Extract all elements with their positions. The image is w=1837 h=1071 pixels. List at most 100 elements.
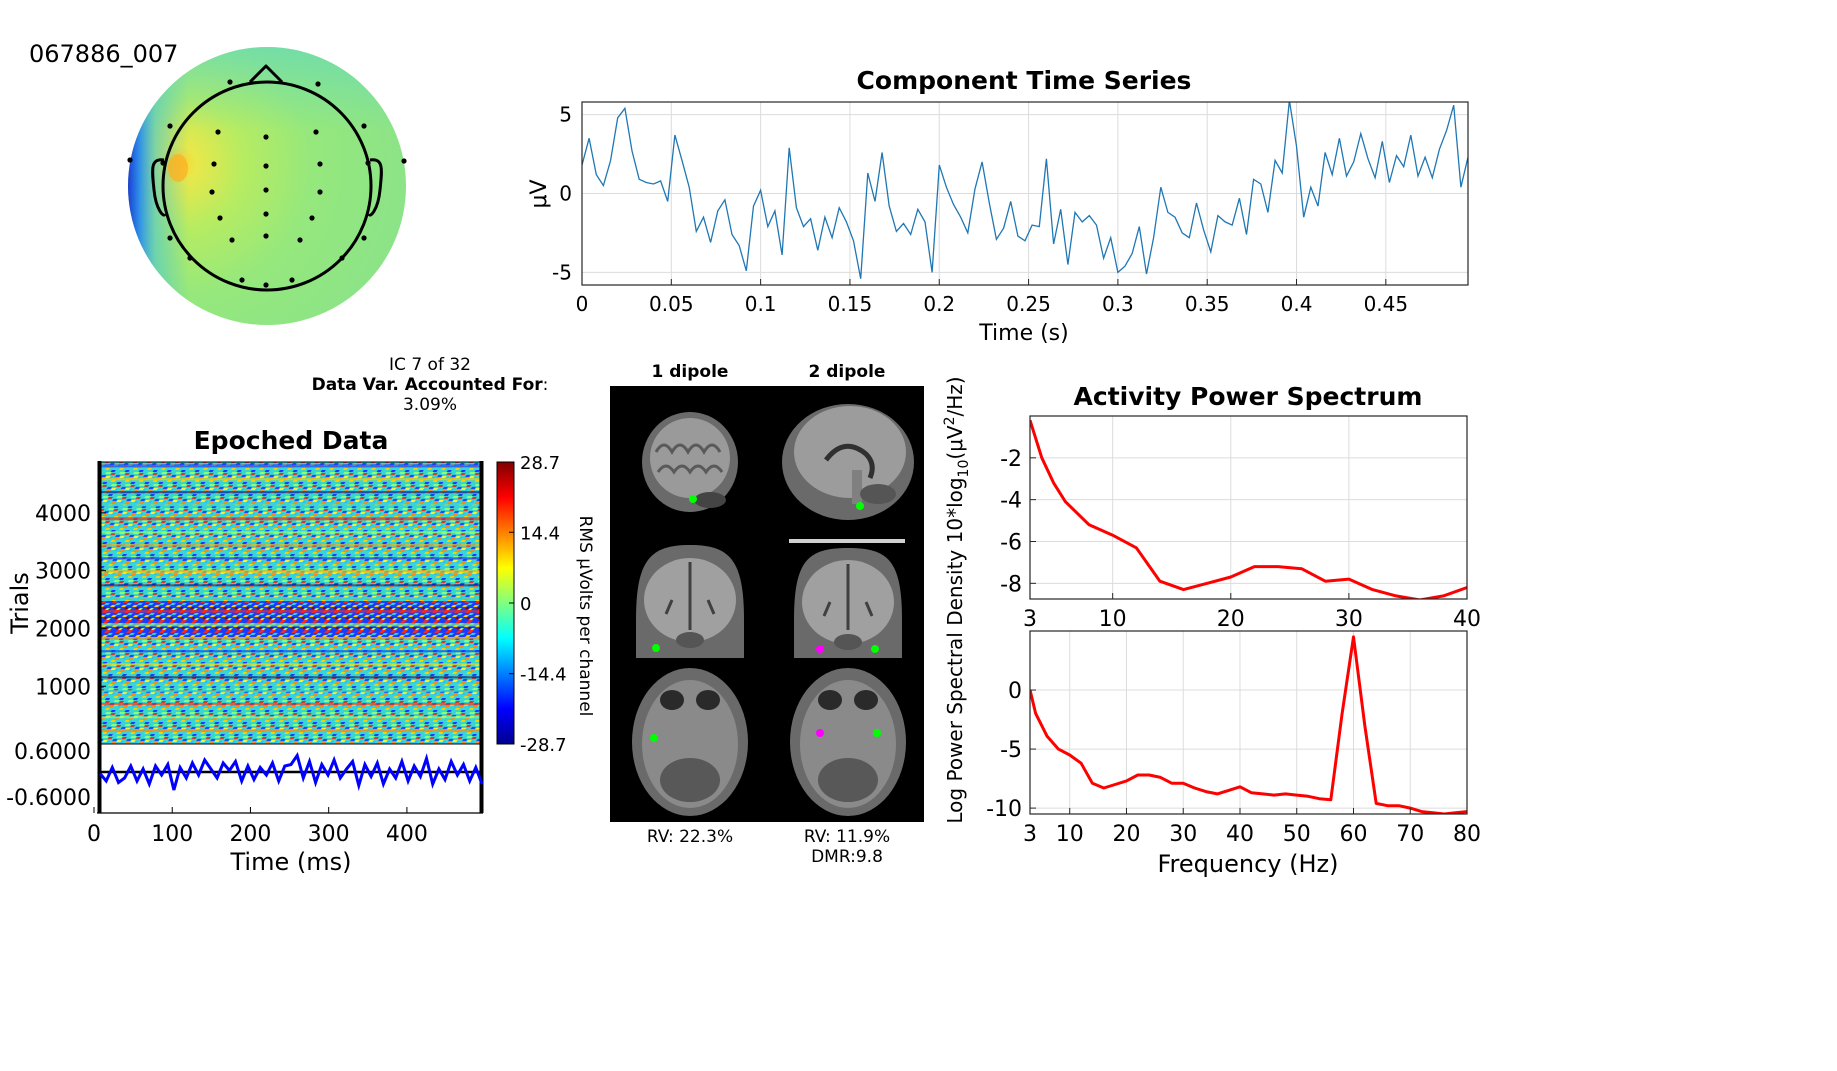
epoch-stripe	[100, 545, 482, 547]
mri-sagittal-1	[642, 412, 738, 512]
mri-coronal-2	[789, 539, 905, 658]
spectrum-bottom-xtick-label: 60	[1339, 822, 1367, 847]
epoch-stripe	[100, 691, 482, 693]
epoch-ytick-label: 1000	[35, 675, 91, 700]
time-series-ylabel: μV	[527, 179, 552, 208]
spectrum-top-line	[1030, 419, 1467, 599]
epoch-stripe	[100, 571, 482, 573]
spectrum-bottom-ytick-label: -5	[1000, 738, 1022, 763]
time-series-xtick-label: 0.4	[1281, 292, 1313, 316]
dipole-panel: 1 dipole 2 dipole	[610, 362, 924, 867]
spectrum-top-xtick-label: 20	[1217, 607, 1245, 632]
electrode-dot	[339, 255, 345, 261]
time-series-xtick-label: 0.05	[649, 292, 694, 316]
time-series-grid	[581, 102, 1468, 285]
erp-xtick-label: 300	[308, 822, 350, 847]
spectrum-xlabel: Frequency (Hz)	[1158, 850, 1339, 878]
epoch-stripe	[100, 598, 482, 600]
epoch-stripe	[100, 479, 482, 481]
epoch-stripe	[100, 557, 482, 559]
electrode-dot	[229, 237, 235, 243]
erp-line	[99, 751, 483, 792]
electrode-dot	[167, 123, 173, 129]
spectrum-bottom-xtick-label: 40	[1226, 822, 1254, 847]
mri-axial-2-orbit-right	[854, 690, 878, 710]
variance-label: Data Var. Accounted For:	[312, 375, 549, 395]
electrode-dot	[263, 282, 269, 288]
dipole-2-coronal-marker-a	[871, 645, 879, 653]
epoch-image-stripes	[100, 464, 482, 732]
epoch-stripe	[100, 519, 482, 521]
epoch-stripe	[100, 650, 482, 652]
spectrum-top-xtick-label: 3	[1023, 607, 1037, 632]
epoch-stripe	[100, 464, 482, 466]
epoch-stripe	[100, 570, 482, 572]
variance-label-bold: Data Var. Accounted For	[312, 375, 544, 395]
spectrum-ylabel-prefix: Log Power Spectral Density 10*log	[943, 477, 967, 823]
mri-sagittal-1-gyri-2	[656, 464, 724, 475]
epoch-stripe	[100, 637, 482, 639]
spectrum-top-ytick-label: -2	[1000, 447, 1022, 472]
spectrum-bottom-xtick-label: 20	[1112, 822, 1140, 847]
electrode-dot	[263, 163, 269, 169]
time-series-axes-box	[581, 101, 1469, 286]
dipole-col2-title: 2 dipole	[809, 362, 886, 382]
erp-xtick-label: 100	[151, 822, 193, 847]
mri-axial-2-orbit-left	[818, 690, 842, 710]
mri-coronal-1	[636, 545, 744, 658]
variance-value: 3.09%	[403, 395, 457, 415]
epoch-ylabel: Trials	[6, 572, 34, 635]
epoch-stripe	[100, 504, 482, 506]
time-series-ytick-label: -5	[552, 260, 572, 284]
dipole-col1-title: 1 dipole	[652, 362, 729, 382]
mri-sagittal-2-brainstem	[852, 470, 862, 504]
epoch-stripe	[100, 544, 482, 546]
right-ear-outline	[367, 158, 383, 217]
spectrum-bottom-xtick-label: 30	[1169, 822, 1197, 847]
time-series-xlabel: Time (s)	[978, 321, 1068, 346]
spectrum-top-axes-box	[1029, 415, 1468, 600]
dipole-2-sagittal-marker	[856, 502, 864, 510]
mri-sagittal-2-ventricle	[824, 443, 875, 479]
epoch-stripe	[100, 651, 482, 653]
colorbar-tick-label: 28.7	[520, 453, 560, 474]
spectrum-bottom-grid	[1029, 631, 1468, 814]
spectrum-ylabel-mid: (μV	[943, 425, 967, 460]
spectrum-bottom-axes-box	[1029, 630, 1468, 815]
epoch-ytick-label: 3000	[35, 560, 91, 585]
epoch-yticks: 4000 3000 2000 1000	[35, 502, 106, 700]
electrode-dot	[361, 235, 367, 241]
mri-coronal-2-bar	[789, 539, 905, 543]
epoch-stripe	[100, 663, 482, 665]
mri-sagittal-1-gyri	[654, 443, 722, 456]
epoch-image-band	[100, 601, 482, 637]
time-series-xtick-label: 0.45	[1364, 292, 1409, 316]
time-series-xtick-label: 0.35	[1185, 292, 1230, 316]
electrode-dot	[263, 233, 269, 239]
dipole-col2-dmr: DMR:9.8	[811, 847, 883, 867]
mri-axial-1-cerebellum	[660, 758, 720, 802]
power-spectrum-chart: Activity Power Spectrum 3 10 20 30 40-2-4-6-…	[942, 376, 1481, 878]
time-series-ticks: 0 0.05 0.1 0.15 0.2 0.25 0.3 0.35 0.4 0.45-505	[552, 103, 1408, 316]
epoch-stripe	[100, 676, 482, 678]
mri-axial-1-orbit-left	[660, 690, 684, 710]
epoch-stripe	[100, 478, 482, 480]
colorbar-tick-label: 14.4	[520, 523, 560, 544]
spectrum-ylabel-sub: 10	[956, 460, 972, 478]
time-series-ytick-label: 5	[559, 103, 572, 127]
spectrum-top-xtick-label: 10	[1099, 607, 1127, 632]
epoch-stripe	[100, 729, 482, 731]
mri-axial-1-orbit-right	[696, 690, 720, 710]
electrode-dot	[239, 277, 245, 283]
dipole-1-axial-marker	[650, 734, 658, 742]
erp-xtick-label: 0	[87, 822, 101, 847]
colorbar-label: RMS μVolts per channel	[575, 516, 595, 717]
epoch-stripe	[100, 517, 482, 519]
dipole-2-axial-marker-b	[816, 729, 824, 737]
dipole-1-sagittal-marker	[689, 495, 697, 503]
time-series-xtick-label: 0.3	[1102, 292, 1134, 316]
mri-axial-1	[632, 668, 748, 816]
mri-sagittal-1-brain	[650, 418, 730, 498]
